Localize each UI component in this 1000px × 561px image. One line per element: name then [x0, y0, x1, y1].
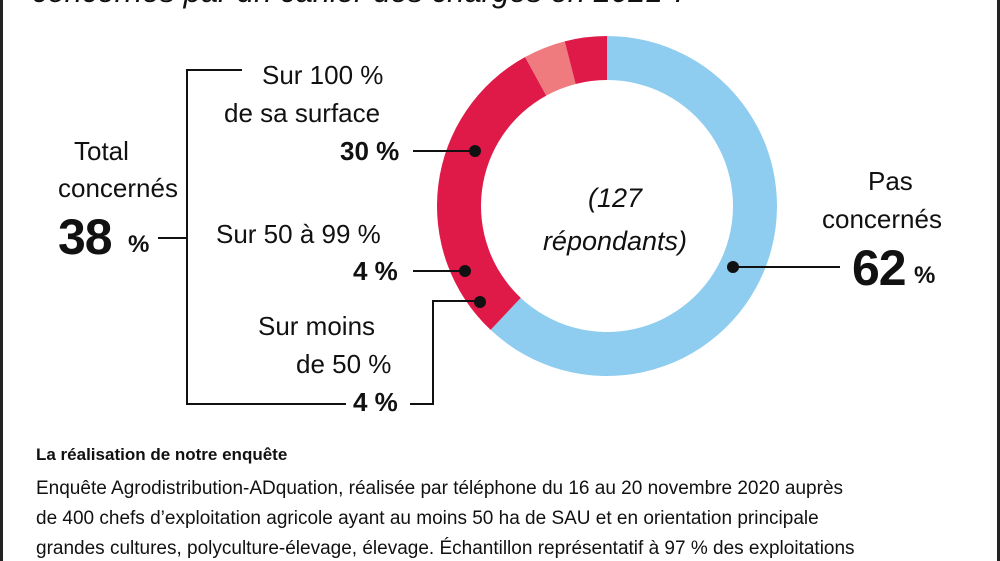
methodology-title: La réalisation de notre enquête: [36, 445, 288, 464]
methodology-line-3: grandes cultures, polyculture-élevage, é…: [36, 538, 855, 559]
total-label-2: concernés: [58, 173, 178, 203]
bracket-total-stub: [158, 237, 188, 239]
center-label-2: répondants): [542, 226, 688, 256]
methodology-line-2: de 400 chefs d’exploitation agricole aya…: [36, 508, 819, 529]
methodology-line-1: Enquête Agrodistribution-ADquation, réal…: [36, 478, 844, 499]
bracket-top: [186, 69, 242, 71]
full-label-1: Sur 100 %: [262, 60, 384, 90]
low-leader-dot: [474, 296, 486, 308]
mid-label-1: Sur 50 à 99 %: [216, 219, 381, 249]
low-value: 4 %: [353, 387, 398, 417]
not-leader-dot: [727, 261, 739, 273]
full-leader: [413, 150, 475, 152]
low-label-1: Sur moins: [258, 311, 376, 341]
not-label-1: Pas: [868, 166, 913, 196]
bracket-bottom: [186, 403, 346, 405]
bracket-vertical: [186, 69, 188, 404]
mid-leader-dot: [459, 265, 471, 277]
donut-slice-3: [525, 41, 576, 96]
center-label-1: (127: [587, 183, 643, 213]
chart-title: concernés par un cahier des charges en 2…: [32, 0, 714, 10]
not-label-2: concernés: [822, 204, 942, 234]
low-leader-top: [432, 300, 478, 302]
full-leader-dot: [469, 145, 481, 157]
not-unit: %: [914, 262, 936, 289]
total-unit: %: [128, 231, 150, 258]
total-value: 38: [58, 209, 113, 265]
total-label-1: Total: [74, 136, 129, 166]
mid-value: 4 %: [353, 256, 398, 286]
low-leader-v: [432, 300, 434, 405]
donut-slice-2: [437, 57, 547, 330]
donut-slice-4: [564, 36, 607, 84]
low-leader-h: [410, 403, 434, 405]
donut-slice-1: [490, 36, 778, 377]
full-label-2: de sa surface: [224, 98, 381, 128]
full-value: 30 %: [340, 136, 400, 166]
not-value: 62: [852, 240, 907, 296]
low-label-2: de 50 %: [296, 349, 392, 379]
not-leader: [734, 266, 840, 268]
mid-leader: [413, 270, 465, 272]
